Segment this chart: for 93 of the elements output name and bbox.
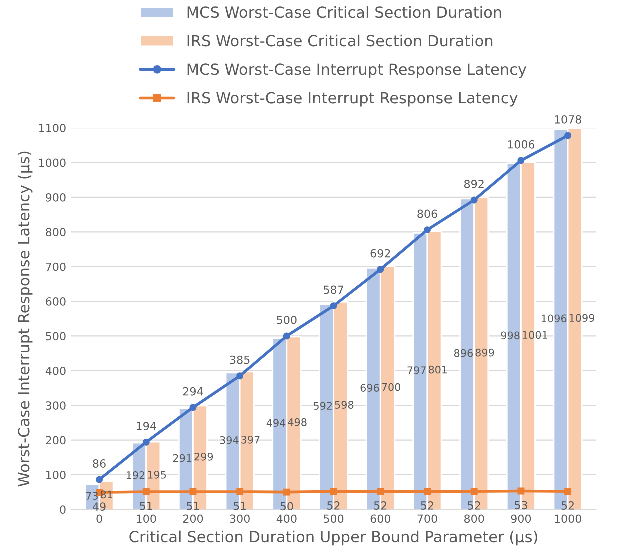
legend-label: MCS Worst-Case Critical Section Duration xyxy=(188,6,502,18)
data-label: 397 xyxy=(242,436,260,444)
x-tick-label: 900 xyxy=(511,514,532,524)
x-tick-label: 400 xyxy=(276,514,297,524)
x-tick-label: 700 xyxy=(418,514,438,524)
data-label: 52 xyxy=(374,502,387,510)
data-label: 587 xyxy=(324,286,344,294)
data-label: 494 xyxy=(266,419,286,428)
x-tick-label: 100 xyxy=(136,514,156,524)
data-label: 797 xyxy=(408,366,426,374)
y-tick-label: 1100 xyxy=(39,124,66,132)
data-label: 1078 xyxy=(555,115,582,124)
point xyxy=(377,488,384,496)
x-tick-label: 200 xyxy=(183,514,204,524)
legend-label: IRS Worst-Case Interrupt Response Latency xyxy=(188,92,518,107)
point xyxy=(330,488,338,496)
point xyxy=(96,476,103,484)
y-tick-label: 400 xyxy=(46,366,66,376)
data-label: 1001 xyxy=(523,331,548,340)
y-tick-label: 200 xyxy=(46,436,66,445)
point xyxy=(470,488,478,496)
point xyxy=(236,372,244,380)
data-label: 700 xyxy=(382,383,401,392)
y-tick-label: 600 xyxy=(46,298,66,306)
point xyxy=(283,488,290,496)
data-label: 696 xyxy=(360,384,380,392)
data-label: 52 xyxy=(328,502,340,510)
x-tick-label: 1000 xyxy=(555,514,582,524)
data-label: 51 xyxy=(140,502,152,510)
data-label: 498 xyxy=(288,418,307,426)
data-label: 192 xyxy=(126,472,145,480)
y-tick-label: 700 xyxy=(46,262,66,272)
point xyxy=(518,157,525,164)
data-label: 896 xyxy=(454,349,473,358)
data-label: 195 xyxy=(148,470,166,479)
data-label: 294 xyxy=(183,387,204,396)
y-tick-label: 300 xyxy=(46,402,66,410)
point xyxy=(283,332,290,340)
data-label: 1096 xyxy=(542,314,567,323)
y-tick-label: 500 xyxy=(46,332,66,341)
point xyxy=(470,196,478,204)
data-label: 592 xyxy=(314,402,332,410)
point xyxy=(424,226,431,234)
x-tick-label: 0 xyxy=(96,514,102,524)
legend-label: IRS Worst-Case Critical Section Duration xyxy=(188,34,493,47)
x-tick-label: 300 xyxy=(230,514,250,524)
data-label: 53 xyxy=(514,501,528,510)
data-label: 806 xyxy=(418,210,438,218)
data-label: 299 xyxy=(194,452,214,461)
data-label: 899 xyxy=(476,348,494,357)
data-label: 86 xyxy=(93,460,106,468)
point xyxy=(236,488,244,496)
x-tick-label: 800 xyxy=(464,514,484,524)
data-label: 52 xyxy=(468,502,480,510)
x-tick-label: 500 xyxy=(324,514,344,524)
data-label: 892 xyxy=(464,180,484,188)
y-tick-label: 1000 xyxy=(39,158,66,168)
y-tick-label: 100 xyxy=(46,470,66,480)
data-label: 50 xyxy=(280,502,294,511)
y-tick-label: 800 xyxy=(46,228,66,237)
data-label: 385 xyxy=(230,356,250,364)
data-label: 73 xyxy=(86,492,98,500)
data-label: 692 xyxy=(370,249,390,258)
point xyxy=(564,132,572,140)
data-label: 1006 xyxy=(508,140,535,149)
point xyxy=(377,266,384,274)
x-axis-title: Critical Section Duration Upper Bound Parameter (µs) xyxy=(130,530,538,546)
data-label: 194 xyxy=(136,422,156,430)
point xyxy=(142,438,150,446)
point xyxy=(424,488,431,496)
point xyxy=(330,302,338,310)
data-label: 801 xyxy=(428,366,448,374)
legend-label: MCS Worst-Case Interrupt Response Latency xyxy=(188,64,527,78)
data-label: 52 xyxy=(562,502,574,510)
data-label: 500 xyxy=(277,316,297,324)
x-tick-label: 600 xyxy=(370,514,391,524)
data-label: 998 xyxy=(501,332,520,340)
y-axis-title: Worst-Case Interrupt Response Latency (µs) xyxy=(18,152,33,487)
point xyxy=(190,488,197,496)
y-tick-label: 0 xyxy=(60,506,66,514)
data-label: 291 xyxy=(173,454,192,462)
point xyxy=(190,404,197,412)
data-label: 51 xyxy=(234,502,246,510)
data-label: 51 xyxy=(187,502,200,510)
y-tick-label: 900 xyxy=(46,193,66,202)
point xyxy=(142,488,150,496)
data-label: 49 xyxy=(93,502,106,511)
point xyxy=(564,488,572,496)
data-label: 394 xyxy=(220,436,239,444)
point xyxy=(518,488,525,495)
data-label: 1099 xyxy=(570,314,595,322)
data-label: 52 xyxy=(421,502,434,510)
data-label: 598 xyxy=(335,401,354,409)
